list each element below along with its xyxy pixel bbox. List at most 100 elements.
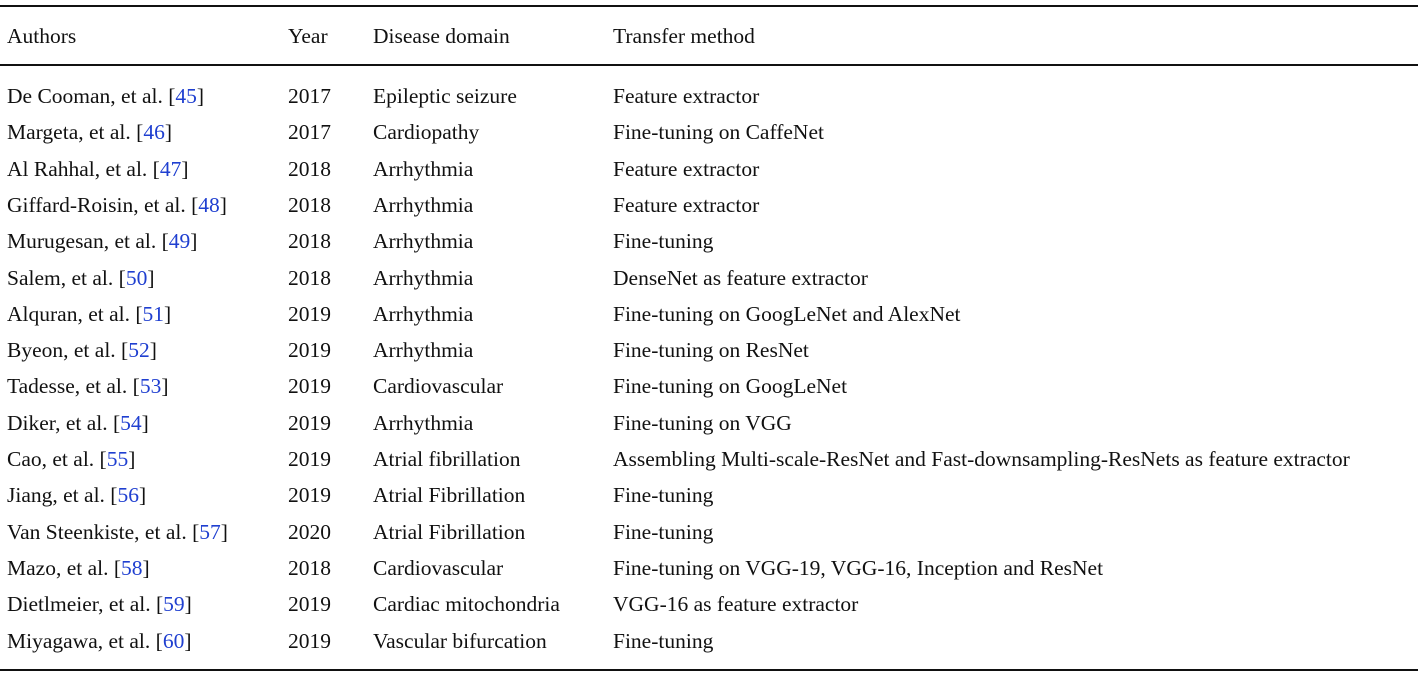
cell-author: Margeta, et al. [46] [7,114,172,150]
cell-transfer-method: Fine-tuning on GoogLeNet [613,374,848,399]
cell-disease-domain: Cardiovascular [373,555,504,580]
cell-year: 2019 [288,301,331,326]
reference-link[interactable]: 45 [175,84,197,108]
reference-bracket: ] [184,592,192,617]
cell-transfer-method: Fine-tuning [613,483,714,508]
cell-transfer-method: Fine-tuning on VGG-19, VGG-16, Inception… [613,555,1104,580]
table-row: Murugesan, et al. [49] 2018 Arrhythmia Fine… [0,223,1422,259]
reference-link[interactable]: 58 [121,555,143,580]
table-row: Alquran, et al. [51] 2019 Arrhythmia Fine-t… [0,296,1422,332]
reference-bracket: ] [147,265,155,290]
cell-year: 2020 [288,519,331,544]
reference-bracket: ] [184,628,192,653]
reference-bracket: ] [164,120,172,145]
reference-link[interactable]: 46 [143,120,165,145]
cell-disease-domain: Arrhythmia [373,192,474,217]
reference-bracket: ] [196,84,205,108]
reference-link[interactable]: 54 [120,410,142,435]
cell-disease-domain: Atrial Fibrillation [373,483,526,508]
author-name: Murugesan, et al. [ [7,229,169,254]
cell-disease-domain: Arrhythmia [373,229,474,254]
cell-transfer-method: Fine-tuning on CaffeNet [613,120,824,145]
reference-bracket: ] [149,338,157,363]
reference-bracket: ] [138,483,147,508]
author-name: Jiang, et al. [ [7,483,118,508]
reference-link[interactable]: 59 [163,592,185,617]
author-name: Alquran, et al. [ [7,301,143,326]
reference-bracket: ] [128,447,136,471]
table-row: Miyagawa, et al. [60] 2019 Vascular bifurc… [0,623,1422,659]
cell-year: 2017 [288,84,331,108]
cell-author: Alquran, et al. [51] [7,296,171,332]
reference-link[interactable]: 55 [106,447,129,471]
cell-transfer-method: Feature extractor [613,156,760,181]
table-row: Salem, et al. [50] 2018 Arrhythmia DenseNet… [0,260,1422,296]
author-name: Cao, et al. [ [7,447,107,471]
reference-link[interactable]: 48 [198,192,220,217]
cell-year: 2018 [288,156,331,181]
cell-author: Al Rahhal, et al. [47] [7,151,189,187]
reference-bracket: ] [219,192,227,217]
reference-link[interactable]: 50 [125,265,148,290]
author-name: Giffard-Roisin, et al. [ [7,192,199,217]
reference-link[interactable]: 53 [139,374,162,399]
table-row: Dietlmeier, et al. [59] 2019 Cardiac mitoc… [0,586,1422,622]
table-top-rule [0,5,1418,7]
table-row: Mazo, et al. [58] 2018 Cardiovascular Fine-… [0,550,1422,586]
header-transfer-method: Transfer method [613,24,755,48]
cell-disease-domain: Epileptic seizure [373,84,517,108]
author-name: Salem, et al. [ [7,265,126,290]
cell-transfer-method: Fine-tuning [613,628,714,653]
cell-author: Mazo, et al. [58] [7,550,150,586]
author-name: Tadesse, et al. [ [7,374,140,399]
cell-year: 2018 [288,265,331,290]
cell-disease-domain: Arrhythmia [373,301,474,326]
table-row: Al Rahhal, et al. [47] 2018 Arrhythmia Feat… [0,151,1422,187]
cell-year: 2017 [288,120,331,145]
cell-disease-domain: Cardiovascular [373,374,504,399]
cell-transfer-method: Feature extractor [613,84,760,108]
reference-bracket: ] [190,229,198,254]
reference-link[interactable]: 60 [162,628,185,653]
reference-link[interactable]: 49 [168,229,191,254]
cell-transfer-method: Fine-tuning [613,229,714,254]
author-name: Miyagawa, et al. [ [7,628,163,653]
table-row: Diker, et al. [54] 2019 Arrhythmia Fine-tun… [0,405,1422,441]
reference-bracket: ] [220,519,228,544]
cell-author: Dietlmeier, et al. [59] [7,586,192,622]
table-header-row: Authors Year Disease domain Transfer met… [0,18,1422,54]
cell-author: Miyagawa, et al. [60] [7,623,191,659]
cell-year: 2019 [288,447,331,471]
header-disease-domain: Disease domain [373,24,510,48]
cell-year: 2019 [288,410,331,435]
cell-author: Byeon, et al. [52] [7,332,157,368]
cell-year: 2019 [288,374,331,399]
cell-disease-domain: Arrhythmia [373,265,474,290]
author-name: Byeon, et al. [ [7,338,129,363]
table-row: Margeta, et al. [46] 2017 Cardiopathy Fine-… [0,114,1422,150]
cell-year: 2019 [288,338,331,363]
table-bottom-rule [0,669,1418,671]
author-name: Margeta, et al. [ [7,120,144,145]
cell-disease-domain: Atrial fibrillation [373,447,521,471]
reference-link[interactable]: 51 [142,301,165,326]
reference-bracket: ] [181,156,189,181]
reference-link[interactable]: 47 [159,156,182,181]
reference-link[interactable]: 57 [199,519,221,544]
author-name: Van Steenkiste, et al. [ [7,519,200,544]
table-row: Byeon, et al. [52] 2019 Arrhythmia Fine-tun… [0,332,1422,368]
cell-disease-domain: Atrial Fibrillation [373,519,526,544]
reference-link[interactable]: 56 [117,483,139,508]
author-name: Mazo, et al. [ [7,555,122,580]
reference-bracket: ] [141,410,149,435]
reference-link[interactable]: 52 [128,338,150,363]
author-name: Diker, et al. [ [7,410,121,435]
cell-disease-domain: Arrhythmia [373,410,474,435]
reference-bracket: ] [161,374,169,399]
cell-transfer-method: Fine-tuning on ResNet [613,338,809,363]
cell-author: De Cooman, et al. [45] [7,78,204,114]
table-row: Tadesse, et al. [53] 2019 Cardiovascular Fi… [0,368,1422,404]
cell-disease-domain: Arrhythmia [373,338,474,363]
cell-author: Van Steenkiste, et al. [57] [7,514,228,550]
cell-transfer-method: Fine-tuning on GoogLeNet and AlexNet [613,301,961,326]
